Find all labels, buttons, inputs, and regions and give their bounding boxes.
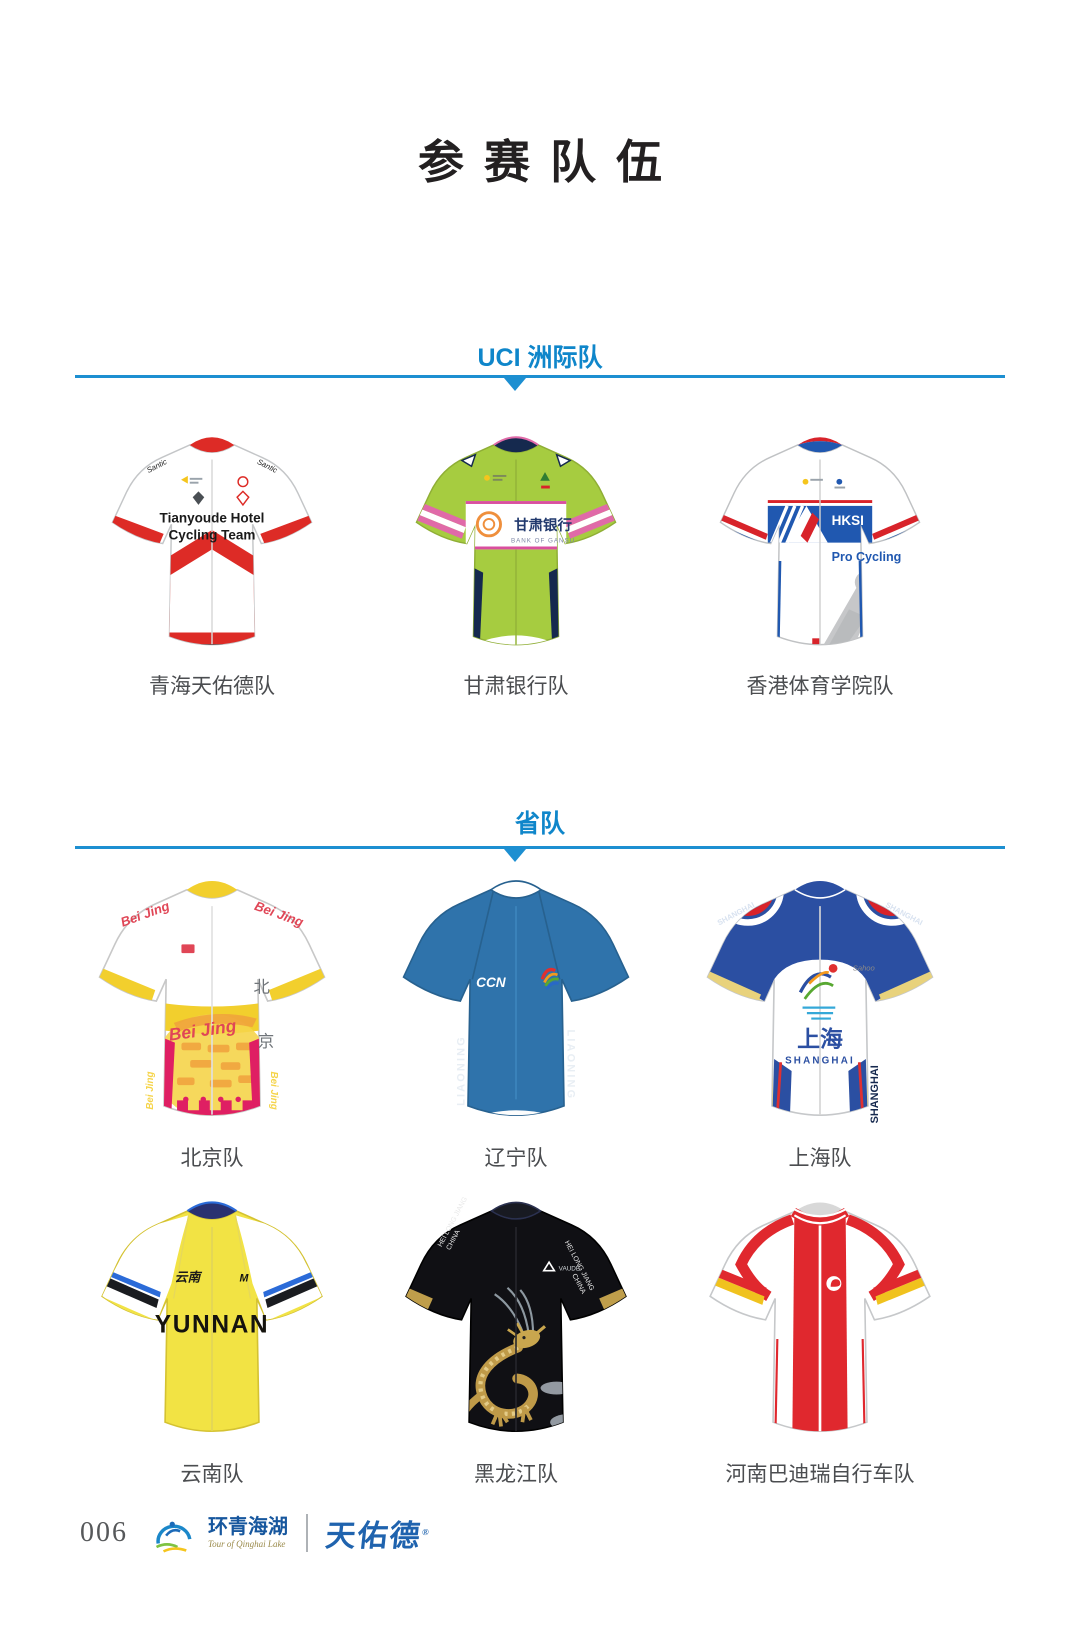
jersey-text-cn: 上海 (797, 1026, 843, 1052)
page-title: 参赛队伍 (418, 136, 682, 188)
section-heading-provincial: 省队 (514, 810, 565, 838)
side-text-right: Bei Jing (268, 1072, 279, 1110)
section-divider (75, 375, 1005, 393)
sponsor-logo: 天佑德® (324, 1511, 433, 1555)
jersey-yunnan: 云南 M YUNNAN (101, 1201, 323, 1433)
jersey-beijing: Bei Jing Bei Jing Bei Jing 北 京 Bei Jing … (98, 881, 326, 1117)
jersey-box (668, 1176, 972, 1446)
team-card-yunnan: 云南 M YUNNAN 云南队 (60, 1176, 364, 1488)
team-caption: 甘肃银行队 (463, 675, 569, 698)
jersey-text-line2: Cycling Team (169, 528, 256, 543)
collar (797, 441, 843, 453)
vaude-logo-icon (542, 1261, 556, 1272)
brand-ccn: CCN (476, 975, 507, 990)
jersey-box: Tianyoude Hotel Cycling Team Santic Sant… (60, 412, 364, 658)
liaoning-emblem-icon (540, 967, 560, 991)
cyclist-logo-icon (155, 1521, 192, 1553)
side-text-left: Bei Jing (145, 1072, 156, 1110)
side-text-vertical: SHANGHAI (869, 1065, 881, 1123)
gansu-bank-flower-icon (475, 511, 502, 538)
collar (489, 880, 543, 899)
jersey-box: CCN LIAONING LIAONING (364, 854, 668, 1130)
jersey-shanghai: SHANGHAI SHANGHAI Sahoo 上海 SHANGHAI SHAN… (706, 881, 934, 1123)
team-card-gansu-bank: 甘肃银行 BANK OF GANSU 甘肃银行队 (364, 412, 668, 700)
jersey-box: SHANGHAI SHANGHAI Sahoo 上海 SHANGHAI SHAN… (668, 854, 972, 1130)
footer-divider (306, 1514, 308, 1552)
brand-mark: M (240, 1273, 250, 1285)
team-caption: 上海队 (788, 1147, 852, 1170)
team-card-henan-badirui: 河南巴迪瑞自行车队 (668, 1176, 972, 1488)
collar (187, 1202, 237, 1220)
jersey-text-en: YUNNAN (155, 1312, 269, 1339)
jersey-box: HKSI Pro Cycling (668, 412, 972, 658)
team-caption: 云南队 (180, 1463, 244, 1486)
team-caption: 北京队 (180, 1147, 244, 1170)
collar (493, 437, 539, 453)
jersey-box: 甘肃银行 BANK OF GANSU (364, 412, 668, 658)
team-row-uci: Tianyoude Hotel Cycling Team Santic Sant… (60, 412, 972, 700)
section-divider (75, 846, 1005, 864)
bank-name-en: BANK OF GANSU (511, 538, 575, 545)
brand-small: Sahoo (853, 964, 875, 973)
jersey-liaoning: CCN LIAONING LIAONING (402, 880, 630, 1117)
registered-mark: ® (421, 1527, 432, 1537)
cn-char-capital: 京 (258, 1033, 274, 1051)
collar (186, 881, 238, 899)
jersey-box: 云南 M YUNNAN (60, 1176, 364, 1446)
team-card-shanghai: SHANGHAI SHANGHAI Sahoo 上海 SHANGHAI SHAN… (668, 854, 972, 1172)
side-text-right: LIAONING (564, 1030, 576, 1101)
team-caption: 香港体育学院队 (746, 675, 894, 698)
jersey-hksi: HKSI Pro Cycling (719, 437, 921, 646)
team-card-hksi: HKSI Pro Cycling 香港体育学院队 (668, 412, 972, 700)
race-logo-text: 环青海湖 Tour of Qinghai Lake (208, 1517, 288, 1549)
shanghai-emblem-icon (798, 964, 838, 1020)
team-card-beijing: Bei Jing Bei Jing Bei Jing 北 京 Bei Jing … (60, 854, 364, 1172)
jersey-box: Bei Jing Bei Jing Bei Jing 北 京 Bei Jing … (60, 854, 364, 1130)
team-caption: 河南巴迪瑞自行车队 (725, 1463, 915, 1486)
jersey-text-procycling: Pro Cycling (832, 550, 902, 564)
jersey-text-line1: Tianyoude Hotel (160, 511, 265, 526)
page-number: 006 (80, 1517, 128, 1548)
divider-line (75, 846, 1005, 849)
section-arrow-icon (504, 378, 526, 391)
team-card-liaoning: CCN LIAONING LIAONING 辽宁队 (364, 854, 668, 1172)
jersey-text-en: SHANGHAI (785, 1055, 855, 1066)
sponsor-marks (181, 476, 250, 507)
jersey-text-hksi: HKSI (832, 514, 864, 529)
team-card-heilongjiang: VAUDE HEI LONG JIANG CHINA HEI LONG JIAN… (364, 1176, 668, 1488)
collar (490, 1202, 542, 1221)
race-logo-tagline: Tour of Qinghai Lake (208, 1539, 286, 1549)
bank-name-cn: 甘肃银行 (514, 516, 572, 534)
pearl-izumi-logo-icon (826, 1276, 842, 1292)
race-logo-name: 环青海湖 (208, 1516, 288, 1538)
team-row-provincial-1: Bei Jing Bei Jing Bei Jing 北 京 Bei Jing … (60, 854, 972, 1172)
team-row-provincial-2: 云南 M YUNNAN 云南队 (60, 1176, 972, 1488)
divider-line (75, 375, 1005, 378)
jersey-gansu-bank: 甘肃银行 BANK OF GANSU (415, 436, 617, 646)
section-heading-uci: UCI 洲际队 (477, 344, 603, 372)
cn-char-north: 北 (253, 978, 269, 996)
collar (790, 1208, 850, 1226)
jersey-qinghai-tianyoude: Tianyoude Hotel Cycling Team Santic Sant… (111, 437, 313, 646)
collar (794, 881, 846, 899)
section-arrow-icon (504, 849, 526, 862)
race-logo: 环青海湖 Tour of Qinghai Lake (146, 1510, 288, 1556)
team-card-qinghai-tianyoude: Tianyoude Hotel Cycling Team Santic Sant… (60, 412, 364, 700)
page-footer: 006 环青海湖 Tour of Qinghai Lake 天佑德® (80, 1510, 431, 1556)
team-caption: 辽宁队 (484, 1147, 548, 1170)
jersey-text-cn: 云南 (175, 1270, 203, 1285)
brand-vaude: VAUDE (559, 1266, 581, 1273)
team-caption: 青海天佑德队 (149, 675, 275, 698)
collar (189, 437, 235, 453)
side-text-left: LIAONING (456, 1035, 468, 1106)
jersey-box: VAUDE HEI LONG JIANG CHINA HEI LONG JIAN… (364, 1176, 668, 1446)
sponsor-name: 天佑德 (323, 1520, 424, 1553)
team-caption: 黑龙江队 (474, 1463, 558, 1486)
jersey-henan-badirui (709, 1202, 931, 1433)
jersey-heilongjiang: VAUDE HEI LONG JIANG CHINA HEI LONG JIAN… (405, 1196, 627, 1433)
